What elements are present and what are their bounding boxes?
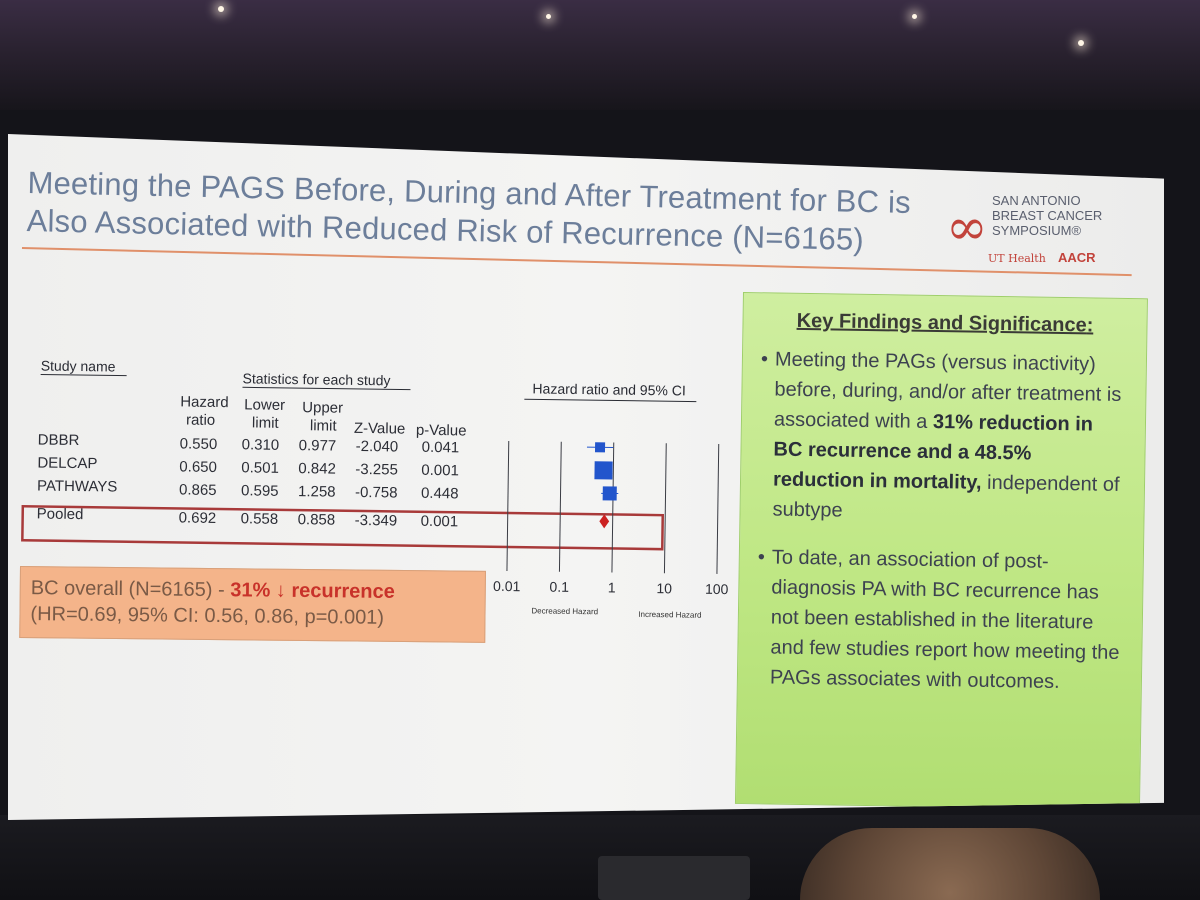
table-cell: -2.040 [356,438,399,456]
stage-device [598,856,750,900]
study-name: DBBR [38,431,80,449]
key-findings-box: Key Findings and Significance: • Meeting… [734,292,1148,811]
findings-heading-text: Key Findings and Significance [796,309,1087,337]
logo-line3: SYMPOSIUM® [992,223,1082,238]
table-cell: 0.001 [421,513,459,531]
table-cell: 0.558 [241,510,279,528]
projection-screen: Meeting the PAGS Before, During and Afte… [8,134,1164,820]
study-point [602,486,617,501]
axis-gridline [611,442,615,573]
hr-axis: 0.01 0.1 1 10 100 [493,441,729,597]
table-cell: 0.501 [241,459,279,477]
table-cell: 0.858 [298,511,336,529]
col-lower-2: limit [252,414,280,431]
ceiling-light [912,14,917,19]
table-cell: 1.258 [298,483,336,501]
finding-2-text: To date, an association of post-diagnosi… [769,546,1120,694]
study-name: Pooled [37,505,84,523]
bullet-dot-icon: • [760,348,769,371]
bullet-dot-icon: • [757,546,766,569]
summary-line2: (HR=0.69, 95% CI: 0.56, 0.86, p=0.001) [30,603,385,629]
hr-marks [586,442,619,529]
table-cell: 0.550 [180,435,218,453]
table-cell: 0.448 [421,485,459,503]
findings-heading: Key Findings and Significance: [761,309,1128,338]
findings-heading-colon: : [1086,314,1094,337]
summary-prefix: BC overall (N=6165) - [30,577,231,602]
table-cell: 0.650 [179,458,217,476]
decreased-hazard-label: Decreased Hazard [531,606,598,616]
table-cell: -0.758 [355,484,398,502]
col-upper-2: limit [310,417,338,434]
table-cell: -3.349 [355,512,398,530]
table-cell: 0.865 [179,481,217,499]
axis-tick-label: 10 [656,580,672,596]
col-z: Z-Value [354,420,406,438]
table-cell: 0.041 [422,439,460,457]
audience-head [800,828,1100,900]
table-cell: 0.692 [179,509,217,527]
pooled-highlight-box [21,504,665,551]
study-name: DELCAP [37,454,97,472]
axis-tick-label: 1 [608,579,616,595]
table-cell: 0.842 [298,460,336,478]
axis-tick-label: 0.01 [493,578,521,594]
pooled-diamond [599,514,610,529]
col-hr-2: ratio [186,412,215,429]
table-rows: DBBR 0.550 0.310 0.977 -2.040 0.041 DELCAP 0.65… [37,431,460,530]
ceiling-light [546,14,551,19]
col-upper-1: Upper [302,399,343,417]
logo-ut-health: UT Health [988,252,1046,265]
study-point [594,461,613,480]
increased-hazard-label: Increased Hazard [638,610,701,620]
study-name: PATHWAYS [37,477,118,495]
table-cell: 0.001 [421,462,459,480]
axis-gridline [506,441,510,572]
table-cell: 0.310 [242,436,280,454]
plot-header: Hazard ratio and 95% CI [532,380,686,398]
table-cell: 0.977 [299,437,337,455]
ceiling-light [1078,40,1084,46]
logo-line2: BREAST CANCER [992,208,1103,223]
study-name-header: Study name [41,357,116,374]
col-hr-1: Hazard [180,393,229,411]
axis-gridline [558,441,562,572]
sabcs-logo: ∞ SAN ANTONIO BREAST CANCER SYMPOSIUM® U… [946,192,1136,274]
ribbon-icon: ∞ [946,198,988,256]
axis-tick-label: 0.1 [549,579,569,595]
finding-bullet-2: • To date, an association of post-diagno… [756,542,1125,698]
logo-aacr: AACR [1058,250,1096,265]
col-p: p-Value [416,422,467,440]
summary-emphasis: 31% ↓ recurrence [230,579,395,603]
stats-header: Statistics for each study [243,370,391,388]
finding-bullet-1: • Meeting the PAGs (versus inactivity) b… [758,344,1128,530]
col-lower-1: Lower [244,396,285,414]
axis-gridline [716,443,720,574]
axis-tick-label: 100 [705,581,729,597]
logo-line1: SAN ANTONIO [992,193,1081,208]
ceiling [0,0,1200,110]
table-cell: 0.595 [241,482,279,500]
table-cell: -3.255 [355,461,398,479]
forest-plot: Study name Statistics for each study Haz… [21,357,729,620]
summary-box: BC overall (N=6165) - 31% ↓ recurrence (… [19,566,486,643]
ceiling-light [218,6,224,12]
axis-gridline [663,443,667,574]
study-point [594,442,606,453]
